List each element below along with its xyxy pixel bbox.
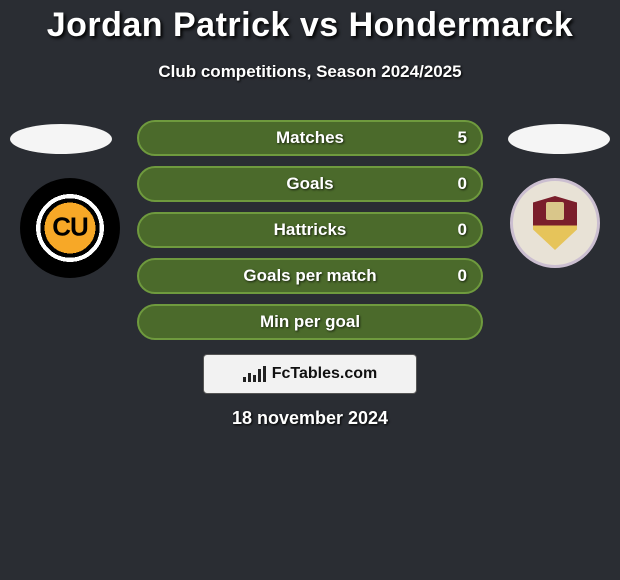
club-crest-left-abbr: CU (52, 211, 88, 242)
stat-right: 5 (458, 128, 467, 148)
stat-row-goals: Goals 0 (137, 166, 483, 202)
watermark-text: FcTables.com (272, 365, 378, 383)
stat-rows: Matches 5 Goals 0 Hattricks 0 Goals per … (137, 120, 483, 340)
stat-right: 0 (458, 174, 467, 194)
comparison-infographic: Jordan Patrick vs Hondermarck Club compe… (0, 0, 620, 580)
shield-icon (533, 196, 577, 250)
watermark: FcTables.com (203, 354, 417, 394)
player-silhouette-right (508, 124, 610, 154)
stat-right: 0 (458, 266, 467, 286)
stat-label: Goals per match (243, 266, 376, 286)
stat-right: 0 (458, 220, 467, 240)
stat-row-goals-per-match: Goals per match 0 (137, 258, 483, 294)
stat-label: Matches (276, 128, 344, 148)
stat-row-hattricks: Hattricks 0 (137, 212, 483, 248)
stat-row-min-per-goal: Min per goal (137, 304, 483, 340)
stat-label: Goals (286, 174, 333, 194)
page-subtitle: Club competitions, Season 2024/2025 (0, 62, 620, 82)
player-silhouette-left (10, 124, 112, 154)
date: 18 november 2024 (0, 408, 620, 429)
bar-chart-icon (243, 366, 266, 382)
page-title: Jordan Patrick vs Hondermarck (0, 6, 620, 45)
stat-label: Hattricks (274, 220, 347, 240)
club-crest-left: CU (20, 178, 120, 278)
stat-row-matches: Matches 5 (137, 120, 483, 156)
stat-label: Min per goal (260, 312, 360, 332)
club-crest-right (510, 178, 600, 268)
